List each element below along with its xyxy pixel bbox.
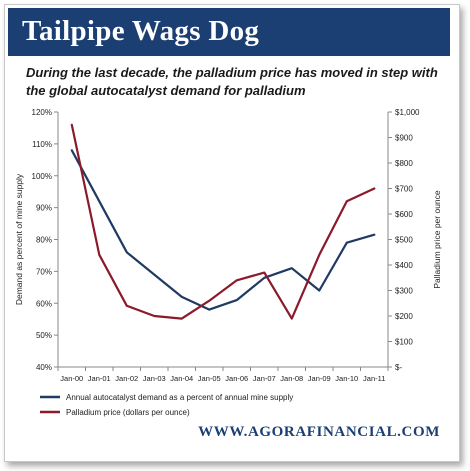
right-tick-label: $400 — [395, 261, 413, 270]
x-tick-label: Jan-08 — [280, 374, 303, 383]
x-tick-label: Jan-04 — [170, 374, 193, 383]
right-tick-label: $900 — [395, 134, 413, 143]
right-tick-label: $600 — [395, 210, 413, 219]
x-tick-label: Jan-07 — [253, 374, 276, 383]
x-tick-label: Jan-01 — [88, 374, 111, 383]
right-axis-title: Palladium price per ounce — [432, 190, 442, 289]
x-tick-label: Jan-11 — [363, 374, 385, 383]
chart-subtitle: During the last decade, the palladium pr… — [26, 65, 438, 98]
left-tick-label: 100% — [32, 172, 52, 181]
x-tick-label: Jan-03 — [143, 374, 166, 383]
left-tick-label: 50% — [36, 331, 52, 340]
left-tick-label: 90% — [36, 204, 52, 213]
left-tick-label: 70% — [36, 267, 52, 276]
right-tick-label: $700 — [395, 185, 413, 194]
right-tick-label: $1,000 — [395, 108, 420, 117]
right-tick-label: $- — [395, 363, 402, 372]
right-tick-label: $100 — [395, 338, 413, 347]
x-tick-label: Jan-05 — [198, 374, 221, 383]
left-tick-label: 80% — [36, 236, 52, 245]
legend-label: Annual autocatalyst demand as a percent … — [66, 393, 293, 402]
right-tick-label: $500 — [395, 236, 413, 245]
left-axis-title: Demand as percent of mine supply — [14, 173, 24, 305]
price-series-line — [70, 123, 376, 320]
x-tick-label: Jan-10 — [335, 374, 358, 383]
x-tick-label: Jan-00 — [60, 374, 83, 383]
source-url: WWW.AGORAFINANCIAL.COM — [198, 424, 440, 440]
x-tick-label: Jan-02 — [115, 374, 138, 383]
demand-series-line — [70, 149, 376, 311]
left-tick-label: 40% — [36, 363, 52, 372]
right-tick-label: $200 — [395, 312, 413, 321]
left-tick-label: 120% — [32, 108, 52, 117]
right-tick-label: $800 — [395, 159, 413, 168]
x-tick-label: Jan-06 — [225, 374, 248, 383]
title-banner: Tailpipe Wags Dog — [8, 8, 450, 56]
chart-title: Tailpipe Wags Dog — [22, 15, 260, 47]
left-tick-label: 110% — [32, 140, 52, 149]
left-tick-label: 60% — [36, 299, 52, 308]
chart-card — [4, 4, 460, 462]
legend-label: Palladium price (dollars per ounce) — [66, 408, 190, 417]
x-tick-label: Jan-09 — [308, 374, 331, 383]
right-tick-label: $300 — [395, 287, 413, 296]
